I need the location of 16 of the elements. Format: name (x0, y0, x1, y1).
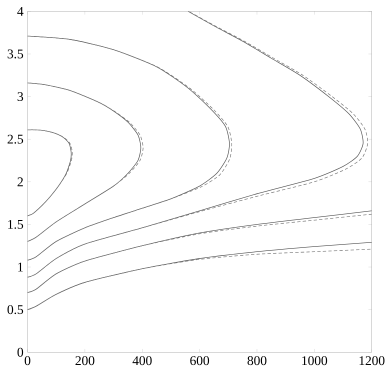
y-tick-label: 0.5 (8, 305, 24, 314)
y-tick-label: 2.5 (8, 134, 24, 144)
y-tick-label: 2 (18, 177, 23, 186)
y-tick-label: 0 (17, 348, 24, 357)
y-tick-label: 3 (18, 92, 24, 101)
y-tick-label: 1.5 (8, 220, 24, 229)
x-tick-label: 200 (76, 356, 94, 366)
x-tick-label: 600 (190, 356, 210, 366)
x-tick-label: 800 (248, 356, 266, 366)
x-tick-label: 1200 (360, 356, 384, 366)
x-tick-label: 0 (24, 356, 30, 366)
x-tick-label: 1000 (302, 356, 328, 366)
y-tick-label: 3.5 (8, 49, 24, 58)
y-tick-label: 4 (17, 6, 24, 16)
y-tick-label: 1 (18, 262, 23, 272)
x-tick-label: 400 (132, 356, 152, 366)
